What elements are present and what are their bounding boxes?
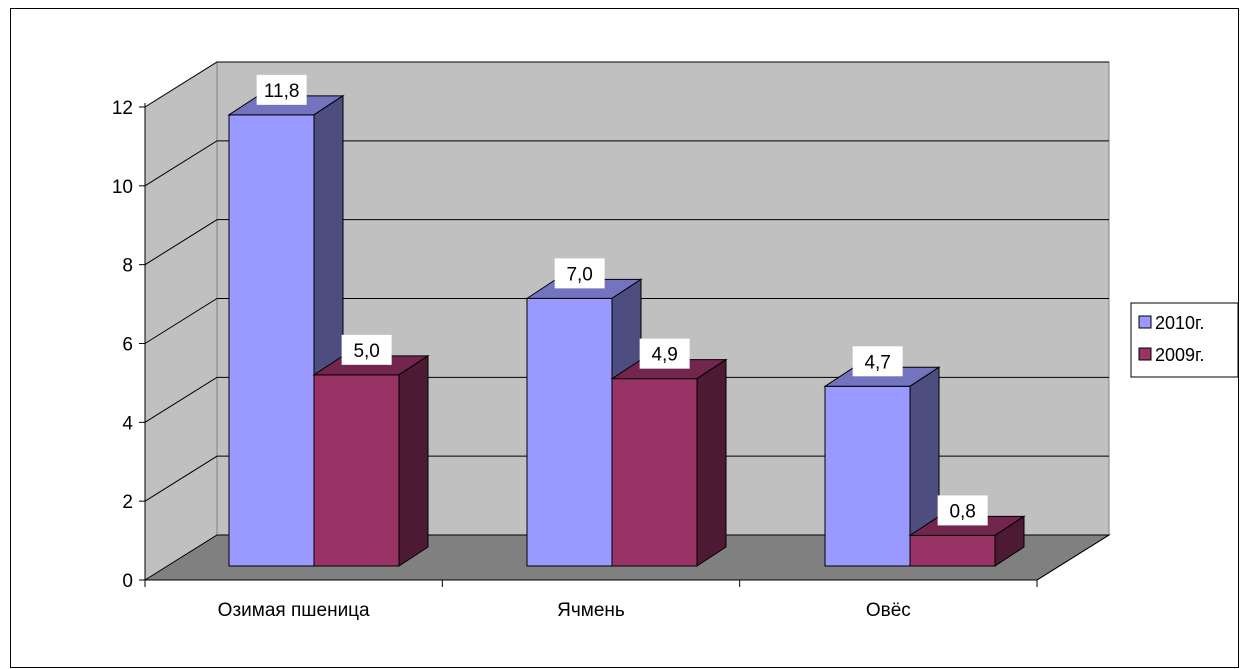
gridline [144, 219, 1109, 266]
data-label-text: 7,0 [566, 264, 592, 285]
data-label-bg [341, 334, 392, 365]
data-label-bg [554, 258, 605, 289]
data-label-bg [937, 495, 988, 526]
gridline [144, 455, 1109, 502]
bar-side [696, 358, 727, 567]
bar-front [909, 534, 996, 567]
gridline [144, 61, 1109, 108]
bar[interactable] [823, 366, 941, 567]
bar-front [611, 378, 698, 567]
y-tick-label: 0 [122, 571, 133, 592]
data-label-bg [852, 346, 903, 377]
data-label: 11,8 [256, 74, 307, 105]
y-tick-label: 2 [122, 492, 133, 513]
data-label-text: 0,8 [949, 501, 975, 522]
gridline [144, 140, 1109, 187]
bar[interactable] [312, 354, 430, 567]
data-label-text: 4,9 [651, 345, 677, 366]
y-tick-label: 10 [112, 177, 133, 198]
legend-swatch [1138, 315, 1152, 329]
data-label-text: 11,8 [264, 81, 300, 102]
legend-swatch [1138, 347, 1152, 361]
data-label-text: 4,7 [864, 352, 890, 373]
bar-front [824, 385, 911, 567]
data-label: 4,7 [852, 346, 903, 377]
x-tick-label: Ячмень [557, 600, 625, 621]
gridline [144, 376, 1109, 423]
data-label-bg [639, 338, 690, 369]
data-label: 4,9 [639, 338, 690, 369]
bar-front [313, 374, 400, 567]
data-label-bg [256, 74, 307, 105]
data-label: 5,0 [341, 334, 392, 365]
bar[interactable] [610, 358, 728, 567]
data-label: 0,8 [937, 495, 988, 526]
x-tick-label: Озимая пшеница [218, 600, 370, 621]
y-tick-label: 4 [122, 413, 133, 434]
legend-label: 2010г. [1155, 313, 1204, 333]
data-label: 7,0 [554, 258, 605, 289]
x-tick-label: Овёс [866, 600, 911, 621]
gridline [144, 298, 1109, 344]
bar-front [228, 114, 315, 567]
y-tick-label: 8 [122, 256, 133, 277]
legend-box [1130, 302, 1239, 378]
data-label-text: 5,0 [353, 341, 379, 362]
y-tick-label: 12 [112, 98, 133, 119]
bar-front [526, 297, 613, 567]
bar-side [994, 515, 1025, 567]
legend-label: 2009г. [1155, 345, 1204, 365]
floor-right-edge [1036, 534, 1110, 581]
bar-side [398, 354, 429, 567]
y-tick-label: 6 [122, 335, 133, 356]
